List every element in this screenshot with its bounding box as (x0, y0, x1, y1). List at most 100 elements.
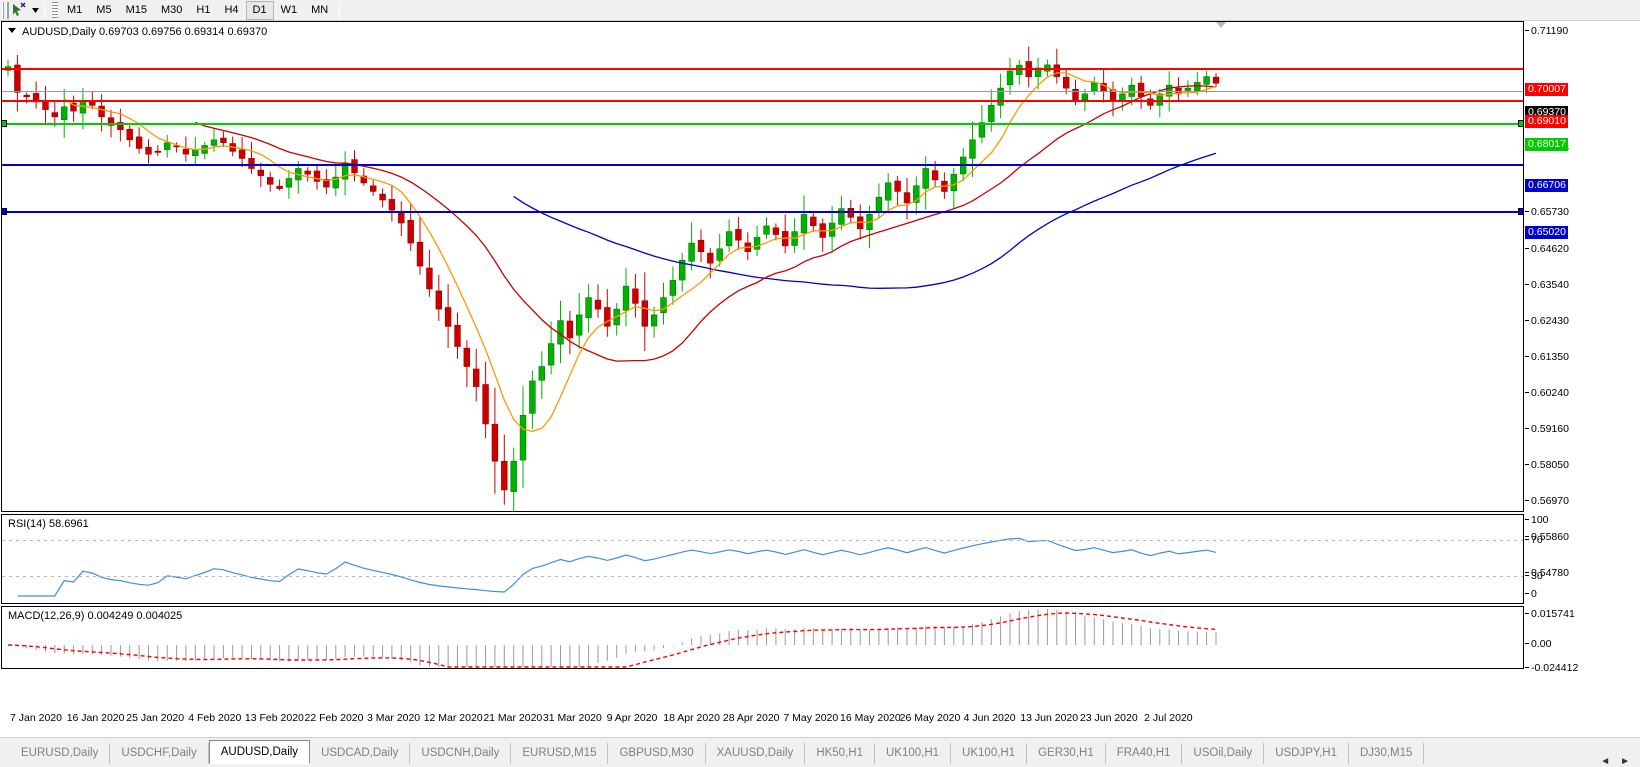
price-scale[interactable]: 0.71190 0.65730 0.64620 0.63540 0.62430 0.613… (1525, 21, 1640, 579)
price-tick: 0.60240 (1525, 387, 1569, 399)
macd-tick: -0.024412 (1525, 662, 1578, 674)
timeframe-d1[interactable]: D1 (245, 0, 274, 20)
chart-tab-usdjpy-h1[interactable]: USDJPY,H1 (1264, 743, 1349, 764)
cursor-dropdown-arrow[interactable] (30, 1, 41, 19)
date-axis-label: 21 Mar 2020 (483, 712, 543, 724)
rsi-scale[interactable]: 100 70 30 0 (1525, 514, 1640, 604)
price-tick: 0.54780 (1525, 567, 1569, 579)
date-axis-label: 16 Jan 2020 (66, 712, 125, 724)
chart-tab-gbpusd-m30[interactable]: GBPUSD,M30 (608, 743, 706, 764)
chart-tab-eurusd-m15[interactable]: EURUSD,M15 (511, 743, 609, 764)
chart-tab-eurusd-daily[interactable]: EURUSD,Daily (10, 743, 111, 764)
timeframe-m5[interactable]: M5 (96, 4, 112, 16)
price-tick: 0.56970 (1525, 495, 1569, 507)
chart-tab-uk100-h1[interactable]: UK100,H1 (951, 743, 1028, 764)
price-tag-0_69010[interactable]: 0.69010 (1525, 115, 1568, 128)
timeframe-mn[interactable]: MN (311, 4, 329, 16)
price-tag-0_65020[interactable]: 0.65020 (1525, 226, 1568, 239)
price-tag-0_66706[interactable]: 0.66706 (1525, 179, 1568, 192)
price-pane[interactable]: AUDUSD,Daily 0.69703 0.69756 0.69314 0.6… (1, 21, 1524, 512)
date-axis-label: 18 Apr 2020 (663, 712, 720, 724)
chart-tab-usdcad-daily[interactable]: USDCAD,Daily (310, 743, 411, 764)
level-line-0_68017[interactable] (2, 123, 1523, 125)
level-handle-0_65020-left[interactable] (2, 208, 7, 215)
chart-tab-hk50-h1[interactable]: HK50,H1 (805, 743, 875, 764)
rsi-tick: 100 (1525, 514, 1549, 526)
rsi-pane[interactable]: RSI(14) 58.6961 (1, 514, 1524, 604)
price-tick: 0.64620 (1525, 243, 1569, 255)
macd-scale[interactable]: 0.015741 0.00 -0.024412 (1525, 606, 1640, 674)
level-handle-0_68017-left[interactable] (2, 120, 7, 127)
price-tick: 0.62430 (1525, 315, 1569, 327)
date-axis-label: 22 Feb 2020 (304, 712, 364, 724)
chart-tab-usdcnh-daily[interactable]: USDCNH,Daily (410, 743, 512, 764)
timeframe-m15[interactable]: M15 (125, 4, 147, 16)
price-tick: 0.63540 (1525, 279, 1569, 291)
price-tick: 0.61350 (1525, 351, 1569, 363)
scroll-right-icon[interactable]: ► (1620, 756, 1630, 767)
macd-series (7, 609, 1217, 668)
date-axis-label: 7 Jan 2020 (10, 712, 62, 724)
chart-tab-audusd-daily[interactable]: AUDUSD,Daily (208, 740, 311, 764)
macd-pane[interactable]: MACD(12,26,9) 0.004249 0.004025 (1, 606, 1524, 669)
timeframe-m1[interactable]: M1 (67, 4, 83, 16)
pane-collapse-icon[interactable] (8, 28, 16, 33)
rsi-tick: 30 (1525, 570, 1543, 582)
date-axis-label: 12 Mar 2020 (423, 712, 483, 724)
date-axis-label: 25 Jan 2020 (126, 712, 185, 724)
date-axis-label: 7 May 2020 (783, 712, 839, 724)
chart-tab-dj30-m15[interactable]: DJ30,M15 (1349, 743, 1425, 764)
crosshair-cursor-icon[interactable] (10, 1, 30, 19)
price-tick: 0.58050 (1525, 459, 1569, 471)
timeframe-h1[interactable]: H1 (196, 4, 211, 16)
level-line-current-price (2, 91, 1523, 92)
chart-tab-usdchf-daily[interactable]: USDCHF,Daily (110, 743, 209, 764)
date-axis-label: 4 Feb 2020 (188, 712, 242, 724)
level-handle-0_65020[interactable] (1518, 208, 1523, 215)
bar-position-marker (1216, 22, 1226, 28)
timeframe-m30[interactable]: M30 (160, 4, 183, 16)
level-line-0_66706[interactable] (2, 164, 1523, 166)
date-axis-label: 26 May 2020 (899, 712, 961, 724)
price-tag-0_68017[interactable]: 0.68017 (1525, 138, 1568, 151)
date-axis-label: 31 Mar 2020 (542, 712, 602, 724)
timeframe-h4[interactable]: H4 (224, 4, 239, 16)
level-line-0_69010[interactable] (2, 100, 1523, 102)
rsi-level-30 (2, 576, 1523, 577)
price-tick: 0.55860 (1525, 531, 1569, 543)
chart-tab-uk100-h1[interactable]: UK100,H1 (875, 743, 952, 764)
price-pane-label: AUDUSD,Daily 0.69703 0.69756 0.69314 0.6… (22, 26, 268, 38)
rsi-line-series (17, 537, 1217, 597)
level-line-0_65020[interactable] (2, 211, 1523, 213)
price-tick: 0.59160 (1525, 423, 1569, 435)
chart-tab-xauusd-daily[interactable]: XAUUSD,Daily (706, 743, 806, 764)
rsi-level-70 (2, 540, 1523, 541)
chart-area[interactable]: AUDUSD,Daily 0.69703 0.69756 0.69314 0.6… (0, 21, 1640, 710)
chart-tab-bar: EURUSD,Daily USDCHF,Daily AUDUSD,Daily USDC… (0, 737, 1640, 767)
chart-tab-ger30-h1[interactable]: GER30,H1 (1027, 743, 1106, 764)
rsi-tick: 0 (1525, 588, 1537, 600)
chart-tab-usoil-daily[interactable]: USOil,Daily (1182, 743, 1265, 764)
date-axis-label: 9 Apr 2020 (606, 712, 658, 724)
date-axis-label: 16 May 2020 (840, 712, 901, 724)
date-axis[interactable]: 7 Jan 2020 16 Jan 2020 25 Jan 2020 4 Feb 20… (0, 710, 1640, 728)
toolbar-separator (44, 2, 45, 18)
toolbar-separator-2 (339, 1, 341, 19)
date-axis-label: 4 Jun 2020 (963, 712, 1016, 724)
date-axis-label: 13 Jun 2020 (1020, 712, 1079, 724)
toolbar-drag-handle-2[interactable] (52, 1, 58, 19)
date-axis-label: 2 Jul 2020 (1144, 712, 1193, 724)
toolbar-drag-handle[interactable] (2, 1, 9, 19)
price-tick: 0.71190 (1525, 25, 1568, 37)
chart-tabs[interactable]: EURUSD,Daily USDCHF,Daily AUDUSD,Daily USDC… (0, 737, 1600, 767)
price-tag-0_70007[interactable]: 0.70007 (1525, 83, 1568, 96)
level-line-0_70007[interactable] (2, 68, 1523, 70)
rsi-tick: 70 (1525, 534, 1543, 546)
level-handle-0_68017[interactable] (1518, 120, 1523, 127)
candlestick-series (4, 46, 1220, 511)
chart-tab-fra40-h1[interactable]: FRA40,H1 (1106, 743, 1183, 764)
scroll-left-icon[interactable]: ◄ (1600, 756, 1611, 767)
timeframe-w1[interactable]: W1 (280, 4, 298, 16)
date-axis-label: 3 Mar 2020 (367, 712, 421, 724)
